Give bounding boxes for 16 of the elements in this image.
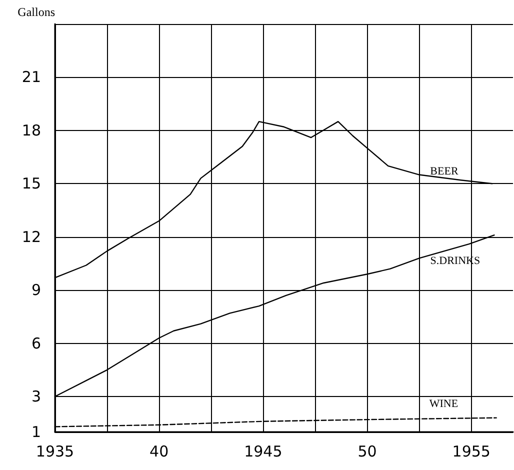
- y-tick-label: 12: [22, 228, 41, 246]
- y-axis-title: Gallons: [18, 5, 56, 19]
- series-label: BEER: [430, 166, 459, 178]
- y-tick-label: 6: [31, 334, 41, 352]
- x-tick-label: 40: [150, 442, 169, 460]
- y-tick-label: 18: [22, 121, 41, 140]
- x-tick-label: 1945: [244, 442, 282, 460]
- y-tick-label: 15: [22, 174, 41, 193]
- series-label: WINE: [429, 398, 458, 410]
- y-tick-label: 3: [31, 388, 41, 406]
- y-tick-label: 1: [31, 423, 41, 441]
- x-tick-label: 50: [358, 442, 377, 460]
- y-tick-label: 21: [22, 68, 41, 86]
- x-tick-label: 1955: [452, 442, 490, 460]
- y-tick-label: 9: [31, 281, 41, 300]
- x-tick-label: 1935: [36, 442, 74, 460]
